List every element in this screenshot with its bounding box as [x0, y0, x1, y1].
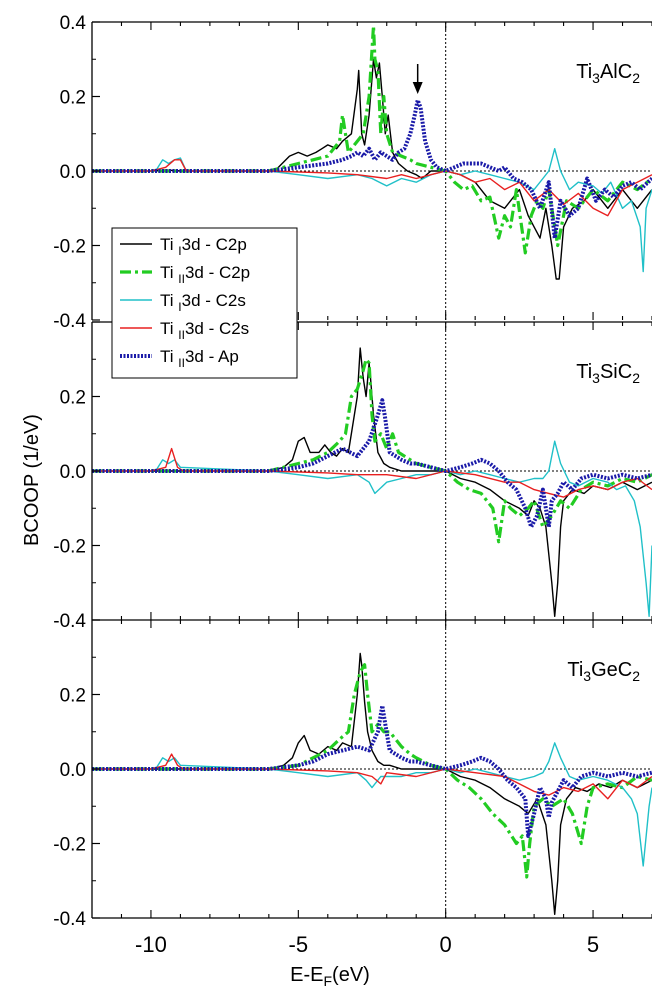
label-subscript: 3	[592, 370, 600, 386]
label-text: Ti	[576, 61, 592, 83]
series-line	[92, 703, 652, 838]
legend-box	[111, 227, 298, 379]
y-tick-label: 0.2	[60, 686, 86, 707]
legend-subscript: I	[178, 300, 181, 314]
y-tick-label: 0.0	[60, 162, 86, 183]
y-tick-label: -0.4	[53, 311, 86, 332]
series-line	[92, 753, 652, 800]
series-line	[92, 347, 652, 617]
label-text: Ti	[567, 659, 583, 681]
label-text: SiC	[600, 361, 632, 383]
y-tick-label: 0.0	[60, 760, 86, 781]
axis-labels: BCOOP (1/eV) E-EF(eV) -10 -5 0 5	[21, 414, 599, 986]
legend-text: 3d - Ap	[185, 347, 239, 366]
label-subscript: 2	[632, 668, 640, 684]
series-line	[92, 58, 652, 280]
y-tick-label: 0.0	[60, 462, 86, 483]
legend-text: 3d - C2p	[182, 235, 247, 254]
y-tick-label: 0.4	[60, 13, 87, 34]
label-subscript: 3	[592, 70, 600, 86]
panel-compound-label: Ti3SiC2	[576, 361, 640, 386]
series-line	[92, 447, 652, 498]
legend-label: Ti II3d - C2s	[160, 319, 249, 342]
y-tick-label: -0.2	[53, 835, 86, 856]
legend-subscript: II	[178, 328, 185, 342]
label-text: Ti	[576, 361, 592, 383]
panel-compound-label: Ti3AlC2	[576, 61, 640, 86]
series-line	[92, 663, 652, 879]
series-group	[92, 652, 652, 915]
series-line	[92, 742, 652, 867]
label-subscript: 2	[632, 70, 640, 86]
legend-label: Ti I3d - C2p	[160, 235, 247, 258]
panel-2: -0.4 -0.2 0.0 0.2 Ti3GeC2	[53, 619, 652, 930]
y-tick-label: -0.4	[53, 909, 86, 930]
legend-text: Ti	[160, 347, 178, 366]
legend-subscript: II	[178, 356, 185, 370]
legend-label: Ti I3d - C2s	[160, 291, 246, 314]
label-subscript: 3	[583, 668, 591, 684]
legend-text: 3d - C2s	[182, 291, 246, 310]
x-label-subscript: F	[323, 973, 332, 986]
series-line	[92, 440, 652, 617]
chart-panels: -0.4-0.20.00.20.4Ti3AlC2-0.4-0.20.00.2Ti…	[53, 13, 652, 930]
series-line	[92, 357, 652, 544]
y-tick-label: -0.2	[53, 537, 86, 558]
label-subscript: 2	[632, 370, 640, 386]
x-axis-label: E-EF(eV)	[290, 964, 370, 986]
legend-text: Ti	[160, 235, 178, 254]
series-group	[92, 24, 652, 280]
legend-text: Ti	[160, 291, 178, 310]
legend-subscript: I	[178, 244, 181, 258]
peak-arrow-head	[412, 82, 423, 94]
series-line	[92, 159, 652, 217]
y-tick-label: 0.2	[60, 388, 86, 409]
series-line	[92, 98, 652, 241]
x-tick-label: 0	[440, 932, 452, 957]
x-label-text: (eV)	[332, 964, 370, 986]
x-tick-label: 5	[587, 932, 599, 957]
y-tick-label: -0.2	[53, 237, 86, 258]
legend-text: Ti	[160, 319, 178, 338]
legend-label: Ti II3d - C2p	[160, 263, 250, 286]
x-tick-label: -10	[135, 932, 167, 957]
series-group	[92, 347, 652, 617]
legend-text: 3d - C2p	[185, 263, 250, 282]
panel-compound-label: Ti3GeC2	[567, 659, 640, 684]
x-tick-label: -5	[289, 932, 309, 957]
label-text: AlC	[600, 61, 632, 83]
y-tick-label: 0.2	[60, 88, 86, 109]
series-line	[92, 398, 652, 529]
x-label-text: E-E	[290, 964, 323, 986]
legend-text: 3d - C2s	[185, 319, 249, 338]
y-tick-label: -0.4	[53, 611, 86, 632]
series-line	[92, 652, 652, 915]
legend-text: Ti	[160, 263, 178, 282]
legend-label: Ti II3d - Ap	[160, 347, 239, 370]
label-text: GeC	[591, 659, 632, 681]
y-axis-label: BCOOP (1/eV)	[21, 414, 43, 546]
legend-subscript: II	[178, 272, 185, 286]
